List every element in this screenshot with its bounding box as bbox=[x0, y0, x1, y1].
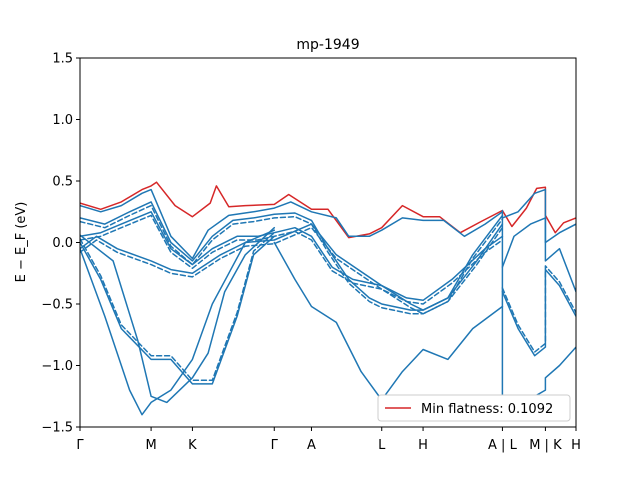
y-tick-label: −0.5 bbox=[41, 298, 73, 313]
y-tick-label: 1.0 bbox=[52, 113, 73, 128]
x-tick-label: A | L bbox=[488, 438, 518, 453]
x-tick-label: M bbox=[145, 438, 156, 453]
y-tick-label: 1.5 bbox=[52, 52, 73, 67]
band-line-6 bbox=[80, 223, 504, 302]
band-line-11 bbox=[80, 226, 276, 404]
x-tick-label: H bbox=[571, 438, 581, 453]
legend: Min flatness: 0.1092 bbox=[377, 394, 571, 422]
band-line-3 bbox=[80, 204, 504, 315]
band-line-10 bbox=[80, 229, 276, 416]
y-axis-label: E − E_F (eV) bbox=[14, 202, 29, 283]
band-line-4 bbox=[80, 211, 504, 311]
band-line-18 bbox=[501, 188, 576, 244]
x-tick-label: A bbox=[307, 438, 316, 453]
band-line-14 bbox=[501, 268, 576, 357]
y-tick-label: 0.5 bbox=[52, 175, 73, 190]
band-line-1 bbox=[80, 188, 504, 260]
x-tick-label: Γ bbox=[76, 438, 84, 453]
x-tick-label: K bbox=[188, 438, 197, 453]
band-series bbox=[80, 181, 576, 416]
x-tick-label: Γ bbox=[271, 438, 279, 453]
y-tick-label: −1.5 bbox=[41, 421, 73, 436]
x-tick-label: M | K bbox=[529, 438, 562, 453]
x-tick-label: H bbox=[418, 438, 428, 453]
chart-title: mp-1949 bbox=[296, 37, 359, 53]
band-line-15 bbox=[501, 265, 576, 353]
band-line-8 bbox=[80, 235, 276, 385]
x-axis-ticks: Γ M K Γ A L H A | L M | K H bbox=[76, 427, 581, 453]
band-line-9 bbox=[80, 231, 276, 382]
x-tick-label: L bbox=[378, 438, 386, 453]
y-tick-label: 0.0 bbox=[52, 236, 73, 251]
y-axis-ticks: 1.5 1.0 0.5 0.0 −0.5 −1.0 −1.5 bbox=[41, 52, 80, 436]
plot-area bbox=[79, 57, 577, 428]
band-line-7 bbox=[80, 226, 504, 305]
band-line-2 bbox=[80, 201, 504, 311]
band-line-5 bbox=[80, 214, 504, 315]
y-tick-label: −1.0 bbox=[41, 359, 73, 374]
legend-label: Min flatness: 0.1092 bbox=[421, 402, 553, 417]
legend-box bbox=[377, 394, 571, 422]
